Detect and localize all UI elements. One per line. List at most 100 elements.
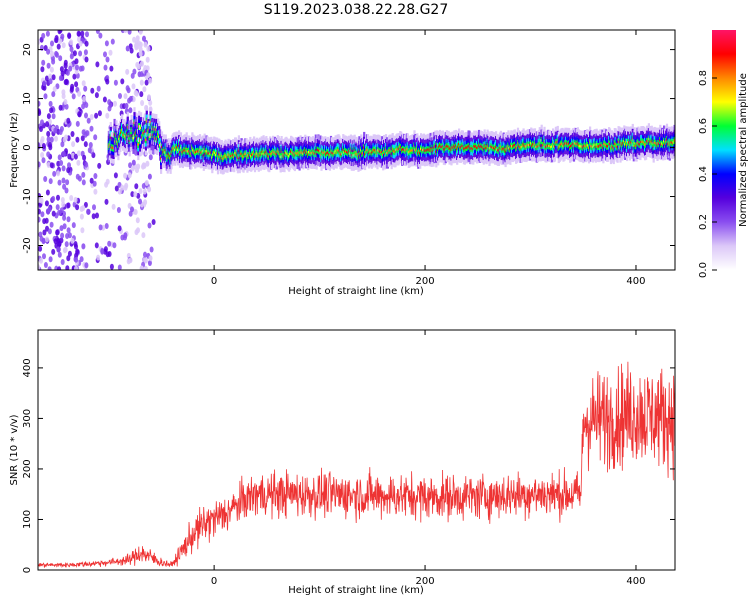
spectral-point bbox=[41, 157, 46, 164]
spectral-point bbox=[147, 260, 152, 266]
spectral-point bbox=[66, 167, 71, 174]
spectral-point bbox=[72, 73, 77, 80]
spectral-point bbox=[123, 93, 128, 100]
spectral-point bbox=[79, 256, 84, 263]
spectral-point bbox=[138, 30, 143, 35]
spectral-point bbox=[61, 42, 66, 49]
spectral-point bbox=[113, 100, 117, 107]
spectral-point bbox=[48, 256, 53, 263]
spectral-point bbox=[95, 30, 100, 34]
spectral-point bbox=[81, 129, 86, 136]
spectral-point bbox=[66, 202, 71, 209]
spectral-point bbox=[86, 208, 91, 215]
spectral-point bbox=[147, 94, 151, 101]
spectral-point bbox=[38, 100, 41, 107]
spectral-point bbox=[57, 266, 62, 270]
colorbar-gradient bbox=[712, 30, 736, 270]
spectral-point bbox=[146, 45, 151, 52]
spectral-point bbox=[42, 253, 46, 260]
spectral-point bbox=[38, 264, 41, 270]
snr-panel: 0 200 400 0 100 200 300 400 Height of straight … bbox=[9, 329, 676, 596]
spectral-point bbox=[94, 242, 99, 249]
spectral-point bbox=[91, 213, 96, 220]
spectral-point bbox=[57, 154, 62, 161]
spectral-point bbox=[135, 167, 139, 174]
spectral-point bbox=[60, 232, 65, 239]
spectral-point bbox=[96, 85, 101, 92]
spectral-point bbox=[65, 179, 70, 186]
spectral-point bbox=[90, 87, 95, 94]
spectral-point bbox=[85, 31, 89, 38]
spectral-point bbox=[103, 51, 107, 58]
spectral-point bbox=[124, 102, 129, 109]
spectral-point bbox=[105, 178, 110, 185]
spectral-point bbox=[69, 39, 74, 46]
spectral-point bbox=[61, 89, 66, 96]
colorbar-tick-label: 0.4 bbox=[698, 166, 709, 182]
spectral-point bbox=[47, 266, 52, 270]
spectral-point bbox=[82, 154, 87, 161]
spectral-point bbox=[58, 55, 63, 62]
spectral-point bbox=[134, 183, 139, 190]
spectral-point bbox=[67, 33, 72, 39]
spectral-point bbox=[40, 66, 45, 73]
colorbar-tick-label: 0.8 bbox=[698, 70, 709, 86]
spectral-point bbox=[104, 198, 109, 205]
spectral-point bbox=[38, 245, 43, 252]
spectral-point bbox=[84, 161, 89, 168]
y-tick-label: -20 bbox=[22, 237, 33, 253]
colorbar-ticks: 0.0 0.2 0.4 0.6 0.8 bbox=[698, 70, 717, 278]
spectrogram-marks bbox=[38, 30, 675, 270]
spectral-point bbox=[45, 225, 49, 232]
spectral-point bbox=[138, 198, 142, 205]
colorbar: 0.0 0.2 0.4 0.6 0.8 Normalized spectral ampl… bbox=[698, 30, 749, 278]
spectral-point bbox=[136, 63, 141, 70]
spectral-point bbox=[105, 56, 110, 63]
spectral-point bbox=[75, 204, 80, 211]
spectral-point bbox=[51, 210, 56, 217]
spectral-point bbox=[47, 206, 52, 213]
spectral-point bbox=[45, 121, 50, 128]
spectral-point bbox=[94, 92, 99, 99]
spectral-point bbox=[143, 41, 148, 48]
spectral-point bbox=[44, 200, 49, 207]
spectral-point bbox=[108, 102, 113, 109]
spectral-point bbox=[78, 40, 83, 47]
spectral-point bbox=[89, 125, 94, 132]
spectral-point bbox=[104, 223, 109, 229]
spectral-point bbox=[143, 199, 148, 206]
spectral-point bbox=[139, 91, 144, 98]
spectral-ridge-peak bbox=[144, 138, 147, 141]
spectral-point bbox=[81, 80, 86, 87]
spectral-point bbox=[141, 232, 146, 239]
spectral-point bbox=[83, 49, 88, 56]
spectral-point bbox=[74, 81, 79, 88]
spectral-point bbox=[45, 189, 50, 196]
spectral-point bbox=[60, 259, 65, 265]
spectral-point bbox=[140, 60, 144, 67]
spectral-point bbox=[132, 68, 137, 75]
spectral-point bbox=[117, 264, 122, 270]
spectral-point bbox=[56, 43, 61, 50]
spectral-point bbox=[92, 204, 96, 211]
spectral-point bbox=[56, 246, 61, 253]
spectral-point bbox=[67, 153, 72, 160]
y-tick-label: 0 bbox=[22, 567, 33, 573]
spectral-point bbox=[74, 58, 79, 65]
spectral-point bbox=[57, 240, 62, 247]
x-tick-label: 200 bbox=[416, 576, 435, 587]
spectral-point bbox=[131, 83, 136, 90]
spectral-point bbox=[79, 206, 84, 212]
spectral-point bbox=[54, 37, 59, 44]
spectral-point bbox=[76, 159, 81, 166]
spectral-point bbox=[67, 162, 71, 169]
spectral-point bbox=[137, 71, 142, 78]
spectral-point bbox=[46, 130, 51, 137]
spectral-point bbox=[43, 262, 48, 268]
spectral-point bbox=[144, 180, 149, 186]
spectral-point bbox=[40, 152, 45, 158]
spectral-point bbox=[60, 197, 65, 203]
spectral-point bbox=[135, 35, 140, 42]
spectral-point bbox=[55, 51, 59, 58]
